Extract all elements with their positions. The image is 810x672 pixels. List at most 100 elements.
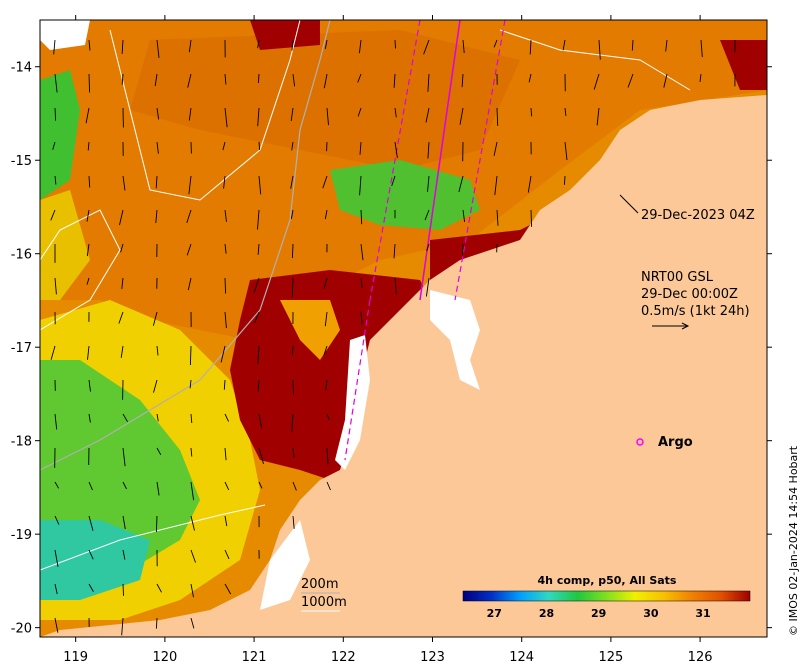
current-arrow	[596, 107, 600, 126]
current-arrow	[222, 141, 226, 151]
y-axis-ticks: -14 -15 -16 -17 -18 -19 -20	[11, 61, 772, 637]
current-arrow	[224, 447, 227, 461]
plume-inner	[280, 300, 340, 360]
current-arrow	[360, 311, 363, 325]
current-arrow	[154, 73, 158, 87]
current-arrow	[258, 175, 262, 195]
current-arrow	[254, 311, 260, 323]
current-arrow	[121, 617, 124, 636]
current-arrow	[155, 617, 158, 629]
current-arrow	[427, 141, 430, 159]
current-arrow	[188, 39, 192, 53]
current-arrow	[224, 549, 230, 560]
current-arrow	[156, 447, 162, 456]
current-arrow	[54, 175, 57, 185]
current-arrow	[190, 413, 193, 424]
x-tick-label: 120	[152, 650, 177, 665]
current-arrow	[325, 379, 328, 391]
current-arrow	[291, 413, 294, 433]
current-arrow	[187, 277, 192, 291]
current-arrow	[54, 107, 57, 121]
y-tick-label: -18	[11, 435, 32, 450]
current-arrow	[324, 39, 328, 50]
x-tick-label: 121	[242, 650, 267, 665]
current-arrow	[357, 107, 362, 117]
current-arrow	[394, 141, 398, 159]
current-arrow	[155, 209, 158, 224]
satellite-track-left	[369, 20, 421, 301]
current-arrow	[190, 617, 195, 629]
current-arrow	[493, 141, 498, 156]
current-arrow	[224, 243, 227, 254]
current-arrow	[529, 39, 532, 55]
colorbar-ticks: 27 28 29 30 31	[487, 607, 711, 620]
current-arrow	[598, 39, 601, 60]
current-arrow	[393, 243, 396, 259]
current-arrow	[326, 447, 329, 465]
current-arrow	[593, 73, 600, 90]
no-data-nw	[40, 20, 90, 50]
no-data-coast	[335, 335, 370, 470]
y-tick-label: -14	[11, 61, 32, 76]
current-arrow	[530, 209, 533, 227]
current-arrow	[292, 447, 295, 458]
current-arrow	[156, 345, 159, 356]
warm-water-patch	[130, 30, 520, 170]
current-arrow	[291, 345, 294, 355]
current-arrow	[257, 73, 260, 84]
current-arrow	[189, 345, 192, 366]
current-arrow	[326, 481, 331, 491]
current-arrow	[54, 413, 58, 430]
current-arrow	[188, 107, 192, 121]
current-arrow	[459, 107, 464, 125]
current-arrow	[52, 141, 56, 150]
current-arrow	[290, 209, 294, 220]
current-arrow	[88, 379, 91, 392]
track-time-label: 29-Dec-2023 04Z	[641, 208, 755, 223]
credit-label: © IMOS 02-Jan-2024 14:54 Hobart	[787, 445, 800, 636]
current-arrow	[121, 73, 124, 85]
current-arrow	[88, 175, 91, 188]
current-arrow	[291, 277, 294, 298]
colorbar-title: 4h comp, p50, All Sats	[538, 574, 677, 587]
scale-arrow-head	[681, 322, 690, 330]
hot-water-plume	[230, 270, 430, 480]
current-arrow	[493, 39, 498, 48]
current-arrow	[156, 413, 159, 422]
hot-water-ne	[720, 40, 767, 90]
y-tick-label: -19	[11, 528, 32, 543]
contour-1000m-north	[109, 20, 301, 201]
current-arrow	[54, 583, 58, 595]
current-arrow	[425, 277, 430, 297]
current-arrow	[86, 277, 90, 285]
current-arrow	[54, 73, 58, 93]
x-tick-label: 122	[331, 650, 356, 665]
current-arrow	[494, 175, 498, 196]
current-arrow	[292, 379, 294, 395]
current-arrow	[423, 39, 430, 55]
current-arrow	[291, 141, 294, 151]
current-arrow	[224, 277, 227, 294]
current-arrow	[323, 345, 328, 356]
current-arrow	[324, 209, 328, 220]
current-arrow	[427, 73, 430, 92]
current-arrow	[190, 515, 195, 531]
current-arrow	[86, 243, 90, 257]
current-arrow	[496, 209, 499, 226]
current-arrow	[257, 345, 260, 365]
current-arrow	[394, 107, 397, 118]
colorbar	[462, 590, 751, 602]
current-arrow	[50, 345, 56, 360]
current-arrow	[359, 175, 362, 196]
current-arrow	[223, 175, 226, 189]
current-arrow	[224, 311, 227, 329]
satellite-track-right	[454, 20, 506, 301]
current-arrow	[50, 209, 56, 221]
x-tick-label: 125	[598, 650, 623, 665]
current-arrow	[391, 175, 396, 187]
colorbar-tick-label: 31	[695, 607, 710, 620]
colorbar-tick-label: 27	[487, 607, 502, 620]
current-arrow	[53, 39, 56, 55]
current-arrow	[122, 175, 126, 191]
current-arrow	[360, 243, 364, 261]
